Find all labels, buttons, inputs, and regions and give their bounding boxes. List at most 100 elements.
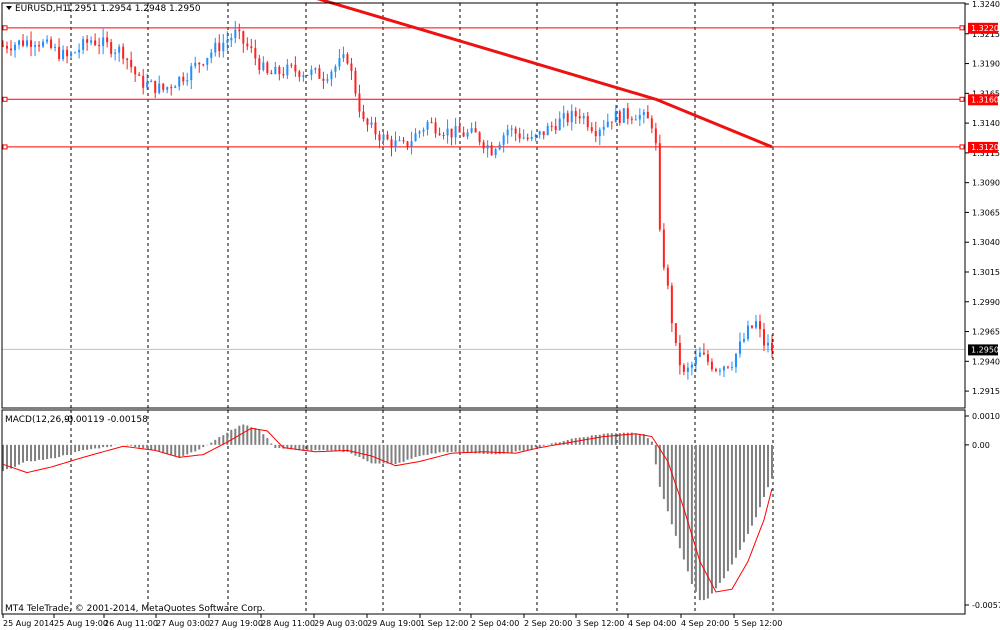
candle-body [142, 75, 145, 88]
candle-body [22, 40, 25, 46]
level-handle-left[interactable] [2, 25, 8, 31]
candle-body [274, 66, 277, 75]
level-handle-left[interactable] [2, 96, 8, 102]
macd-axis-tick-label: 0.00104 [972, 412, 1000, 421]
candle-body [682, 365, 685, 372]
candle-body [606, 121, 609, 127]
candle-body [434, 122, 437, 134]
macd-signal-line [2, 427, 773, 593]
candle-body [566, 113, 569, 123]
candle-body [294, 64, 297, 72]
candle-body [510, 128, 513, 130]
trend-line[interactable] [315, 0, 773, 149]
candle-body [242, 31, 245, 44]
candle-body [194, 62, 197, 67]
level-handle-left[interactable] [2, 144, 8, 150]
candle-body [162, 83, 165, 90]
candle-body [578, 116, 581, 119]
current-price-badge-label: 1.2950 [971, 345, 999, 354]
candle-body [106, 37, 109, 43]
candle-body [90, 40, 93, 43]
candle-body [586, 116, 589, 128]
candle-body [398, 140, 401, 142]
candle-body [758, 321, 761, 330]
candle-body [478, 132, 481, 143]
candle-body [654, 128, 657, 144]
dropdown-triangle-icon[interactable] [6, 6, 12, 10]
macd-panel-border [1, 409, 966, 615]
candle-body [490, 145, 493, 156]
vertical-grid [70, 3, 774, 614]
candle-body [278, 66, 281, 75]
level-handle-right[interactable] [959, 96, 965, 102]
candle-body [26, 40, 29, 46]
time-axis-tick-label: 2 Sep 20:00 [524, 619, 572, 628]
candle-body [638, 115, 641, 120]
candle-body [358, 93, 361, 112]
candle-body [402, 140, 405, 142]
candle-body [330, 71, 333, 80]
price-panel[interactable] [2, 0, 965, 380]
candle-body [114, 52, 117, 54]
candle-body [62, 49, 65, 60]
level-handle-right[interactable] [959, 25, 965, 31]
candle-body [610, 121, 613, 123]
candle-body [738, 341, 741, 354]
macd-panel[interactable] [2, 424, 965, 601]
price-axis-tick-label: 1.3165 [972, 89, 1000, 98]
candle-body [186, 80, 189, 82]
price-axis-tick-label: 1.3140 [972, 119, 1000, 128]
candle-body [290, 64, 293, 66]
time-axis-tick-label: 29 Aug 19:00 [367, 619, 421, 628]
time-axis-tick-label: 5 Sep 12:00 [734, 619, 782, 628]
candle-body [50, 39, 53, 48]
candle-body [338, 58, 341, 67]
candle-body [342, 54, 345, 59]
candle-body [598, 129, 601, 137]
candle-body [246, 43, 249, 47]
candle-body [146, 81, 149, 88]
macd-values: -0.00119 -0.00158 [64, 415, 148, 425]
candle-body [670, 285, 673, 324]
candle-body [270, 72, 273, 75]
level-handle-right[interactable] [959, 144, 965, 150]
candle-body [282, 74, 285, 76]
candle-body [126, 58, 129, 60]
price-axis-tick-label: 1.3090 [972, 179, 1000, 188]
candle-body [626, 108, 629, 119]
candle-body [658, 143, 661, 230]
candle-body [650, 118, 653, 129]
candle-body [190, 66, 193, 81]
candle-body [486, 145, 489, 149]
candle-body [354, 70, 357, 94]
price-axis-tick-label: 1.3115 [972, 149, 1000, 158]
price-axis-tick-label: 1.3215 [972, 30, 1000, 39]
candle-body [262, 62, 265, 70]
candle-body [2, 45, 4, 47]
candle-body [390, 139, 393, 148]
price-axis-tick-label: 1.2990 [972, 298, 1000, 307]
candle-body [570, 110, 573, 123]
time-axis-tick-label: 27 Aug 19:00 [209, 619, 263, 628]
candle-body [762, 329, 765, 346]
candle-body [678, 342, 681, 366]
candle-body [86, 39, 89, 43]
price-panel-border [1, 2, 966, 409]
time-axis-tick-label: 2 Sep 04:00 [471, 619, 519, 628]
candle-body [718, 370, 721, 372]
candle-body [406, 141, 409, 147]
candle-body [102, 37, 105, 46]
candle-body [218, 42, 221, 52]
candle-body [362, 111, 365, 119]
candle-body [562, 113, 565, 119]
candle-body [326, 79, 329, 81]
candle-body [766, 342, 769, 346]
candle-body [526, 137, 529, 140]
macd-axis-tick-label: 0.00 [972, 441, 990, 450]
candle-body [206, 58, 209, 65]
time-axis-tick-label: 1 Sep 12:00 [420, 619, 468, 628]
candle-body [418, 131, 421, 134]
candle-body [14, 44, 17, 51]
